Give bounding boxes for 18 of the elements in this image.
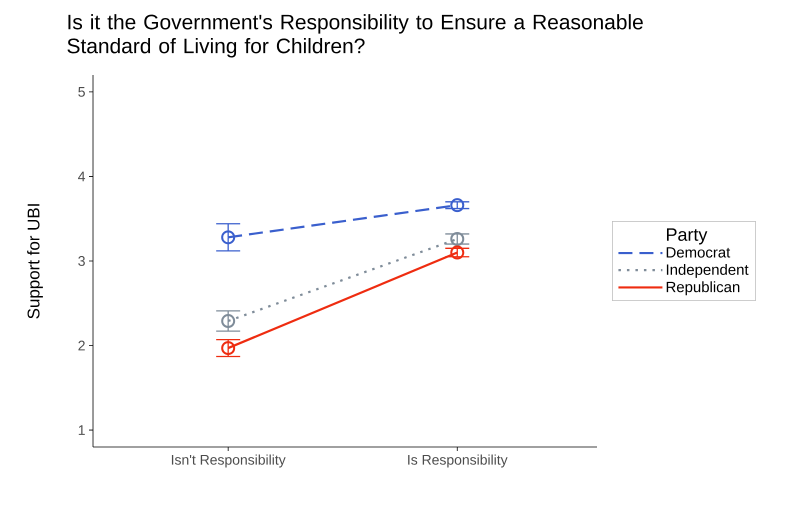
legend-label: Republican xyxy=(666,281,740,296)
point xyxy=(450,198,464,212)
legend-label: Independent xyxy=(666,264,748,278)
y-tick-label: 2 xyxy=(78,340,85,350)
y-tick-label: 5 xyxy=(78,87,85,97)
point xyxy=(450,232,464,246)
x-tick-label: Is Responsibility xyxy=(408,454,508,468)
legend-title: Party xyxy=(666,228,708,244)
y-tick-label: 3 xyxy=(78,256,85,266)
point xyxy=(221,314,236,328)
chart-title: Is it the Government's Responsibility to Ensure a Reasonable Standard of Living for Children? xyxy=(67,14,643,58)
y-tick-label: 1 xyxy=(78,425,85,435)
y-tick-label: 4 xyxy=(78,172,86,182)
x-tick-label: Isn't Responsibility xyxy=(172,454,286,468)
legend-label: Democrat xyxy=(666,247,730,258)
y-axis-title: Support for UBI xyxy=(27,204,43,319)
point xyxy=(450,246,464,260)
point xyxy=(221,230,236,244)
